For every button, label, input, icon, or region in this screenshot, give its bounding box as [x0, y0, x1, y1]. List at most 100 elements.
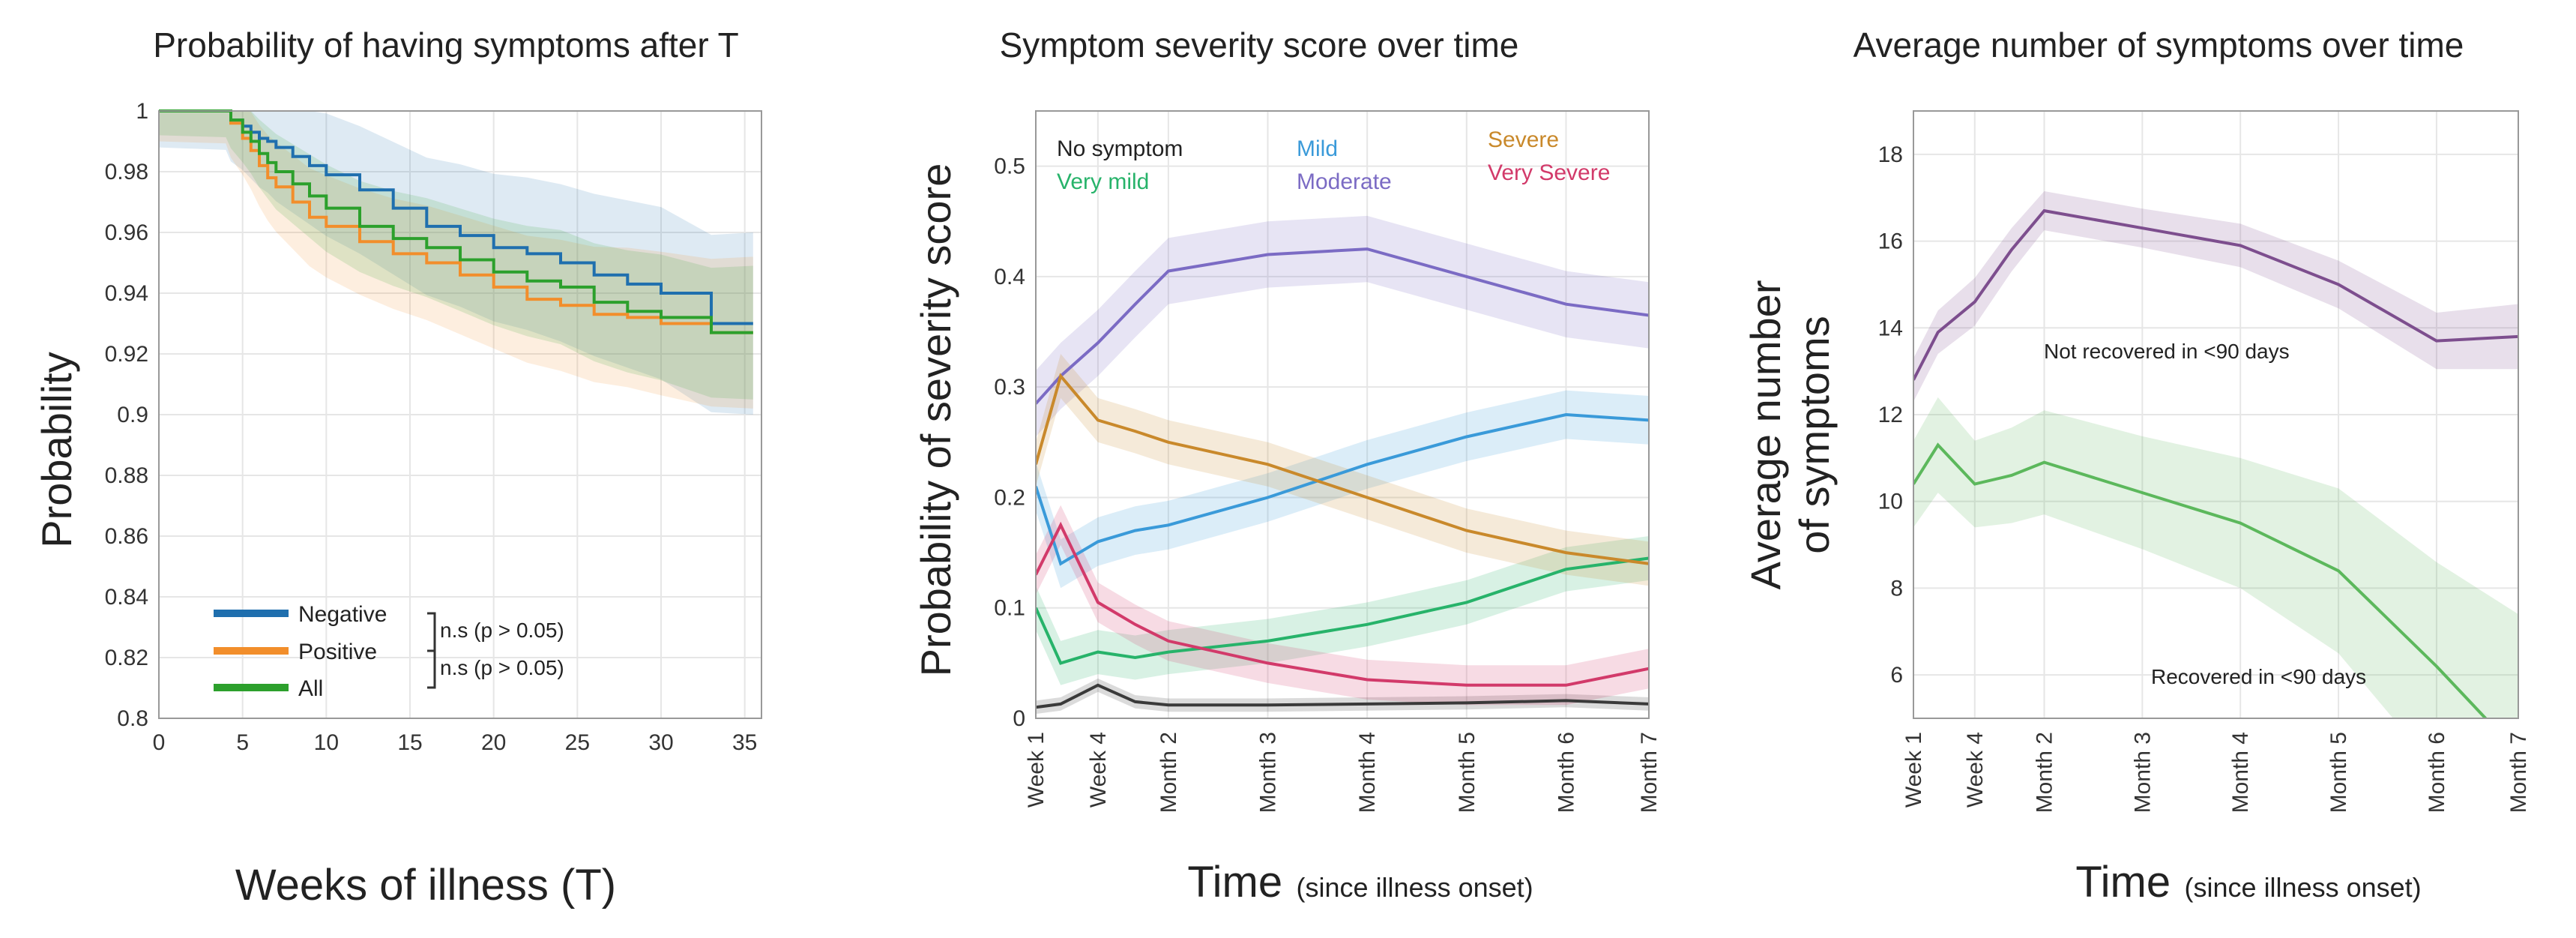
legend-mild: Mild	[1297, 136, 1338, 161]
survival-lines	[159, 109, 753, 334]
x-tick-label: Month 2	[1156, 732, 1181, 813]
symptom-count-panel: Average number of symptoms over time Ave…	[1742, 25, 2531, 907]
y-tick-label: 1	[136, 99, 148, 124]
x-tick-label: 5	[236, 730, 249, 755]
x-tick-label: Month 6	[2425, 732, 2449, 813]
y-tick-label: 0.9	[117, 403, 148, 427]
survival-ticks: 0.80.820.840.860.880.90.920.940.960.9810…	[105, 99, 758, 755]
x-tick-label: Month 3	[1256, 732, 1281, 813]
symptom-count-x-label: Time (since illness onset)	[2075, 858, 2421, 907]
y-tick-label: 0.94	[105, 281, 148, 306]
legend-label-negative: Negative	[298, 602, 387, 627]
y-tick-label: 0.84	[105, 585, 148, 610]
symptom-count-confidence-bands	[1913, 191, 2518, 718]
series-line-severe	[1036, 373, 1649, 565]
symptom-count-lines	[1913, 208, 2518, 718]
symptom-count-ticks: 6 8 10 12 14 16 18 Week 1 Week 4 Month 2 Month 3 Mo…	[1878, 142, 2531, 814]
confidence-band-very-mild	[1036, 536, 1649, 685]
survival-x-label: Weeks of illness (T)	[235, 861, 616, 910]
survival-title: Probability of having symptoms after T	[153, 25, 738, 64]
severity-confidence-bands	[1036, 215, 1649, 715]
confidence-band-positive	[159, 111, 753, 409]
severity-y-label: Probability of severity score	[912, 163, 959, 677]
severity-legend: No symptom Very mild Mild Moderate Sever…	[1057, 127, 1610, 194]
survival-panel: Probability of having symptoms after T P…	[33, 25, 762, 910]
y-tick-label: 0.3	[994, 375, 1025, 400]
series-line-not-recovered-in-90-days	[1913, 208, 2518, 381]
survival-y-label: Probability	[33, 352, 80, 547]
y-tick-label: 0.92	[105, 342, 148, 367]
significance-bracket	[427, 612, 436, 689]
legend-label-all: All	[298, 676, 323, 701]
x-tick-label: Week 1	[1901, 732, 1926, 808]
series-line-very-mild	[1036, 556, 1649, 665]
series-line-all	[159, 109, 753, 334]
x-tick-label: Month 4	[2228, 732, 2253, 813]
x-tick-label: Month 7	[1637, 732, 1662, 813]
severity-plot-frame	[1035, 110, 1650, 719]
y-tick-label: 0.5	[994, 154, 1025, 179]
x-tick-label: Week 4	[1086, 732, 1111, 808]
y-tick-label: 0.96	[105, 220, 148, 245]
y-tick-label: 18	[1878, 142, 1903, 167]
x-tick-label: Month 7	[2506, 732, 2531, 813]
severity-title: Symptom severity score over time	[1000, 25, 1519, 64]
symptom-count-y-label-line1: Average number	[1742, 280, 1789, 590]
symptom-count-y-label-line2: of symptoms	[1791, 316, 1838, 553]
confidence-band-recovered-in-90-days	[1913, 397, 2518, 718]
series-line-very-severe	[1036, 521, 1649, 687]
y-tick-label: 6	[1890, 663, 1903, 688]
x-tick-label: Week 4	[1963, 732, 1988, 808]
y-tick-label: 14	[1878, 316, 1903, 340]
x-tick-label: 15	[397, 730, 422, 755]
y-tick-label: 0.1	[994, 596, 1025, 621]
severity-panel: Symptom severity score over time Probabi…	[912, 25, 1662, 907]
series-line-positive	[159, 109, 753, 334]
legend-severe: Severe	[1488, 127, 1559, 152]
significance-label-1: n.s (p > 0.05)	[440, 619, 564, 642]
x-tick-label: Month 2	[2032, 732, 2057, 813]
series-line-no-symptom	[1036, 683, 1649, 709]
x-tick-label: 10	[314, 730, 339, 755]
x-tick-label: 35	[732, 730, 757, 755]
y-tick-label: 16	[1878, 229, 1903, 254]
x-tick-label: Month 3	[2130, 732, 2155, 813]
x-tick-label: Month 5	[1455, 732, 1479, 813]
y-tick-label: 0.88	[105, 463, 148, 488]
x-tick-label: Week 1	[1024, 732, 1049, 808]
confidence-band-severe	[1036, 354, 1649, 586]
confidence-band-moderate	[1036, 215, 1649, 437]
legend-very-severe: Very Severe	[1488, 160, 1610, 185]
confidence-band-not-recovered-in-90-days	[1913, 191, 2518, 402]
symptom-count-plot-frame	[1913, 110, 2519, 719]
legend-very-mild: Very mild	[1057, 169, 1149, 194]
x-tick-label: Month 4	[1355, 732, 1380, 813]
x-tick-label: Month 5	[2326, 732, 2351, 813]
y-tick-label: 8	[1890, 576, 1903, 601]
x-tick-label: 0	[153, 730, 166, 755]
series-line-moderate	[1036, 247, 1649, 405]
symptom-count-title: Average number of symptoms over time	[1853, 25, 2464, 64]
severity-ticks: 0 0.1 0.2 0.3 0.4 0.5 Week 1 Week 4 Month 2 Month…	[994, 154, 1662, 814]
x-tick-label: 25	[565, 730, 590, 755]
legend-moderate: Moderate	[1297, 169, 1392, 194]
survival-plot-frame	[158, 110, 762, 719]
series-line-mild	[1036, 412, 1649, 566]
x-tick-label: Month 6	[1554, 732, 1578, 813]
severity-x-label: Time (since illness onset)	[1187, 858, 1533, 907]
y-tick-label: 0.98	[105, 160, 148, 184]
series-line-recovered-in-90-days	[1913, 442, 2488, 718]
severity-lines	[1036, 247, 1649, 709]
x-tick-label: 20	[481, 730, 506, 755]
confidence-band-very-severe	[1036, 505, 1649, 706]
y-tick-label: 0.86	[105, 524, 148, 549]
y-tick-label: 0.82	[105, 646, 148, 670]
y-tick-label: 0	[1013, 706, 1025, 731]
legend-label-positive: Positive	[298, 640, 377, 664]
legend-no-symptom: No symptom	[1057, 136, 1183, 161]
x-tick-label: 30	[648, 730, 673, 755]
y-tick-label: 10	[1878, 490, 1903, 514]
y-tick-label: 0.8	[117, 706, 148, 731]
significance-label-2: n.s (p > 0.05)	[440, 656, 564, 679]
